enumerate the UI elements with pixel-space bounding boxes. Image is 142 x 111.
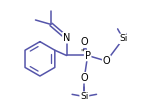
Text: Si: Si — [119, 34, 127, 43]
Text: Si: Si — [80, 92, 88, 101]
Text: O: O — [81, 73, 88, 83]
Text: N: N — [63, 33, 70, 43]
Text: O: O — [103, 56, 110, 66]
Text: ": " — [80, 49, 83, 58]
Text: P: P — [85, 51, 91, 60]
Text: O: O — [81, 37, 88, 47]
